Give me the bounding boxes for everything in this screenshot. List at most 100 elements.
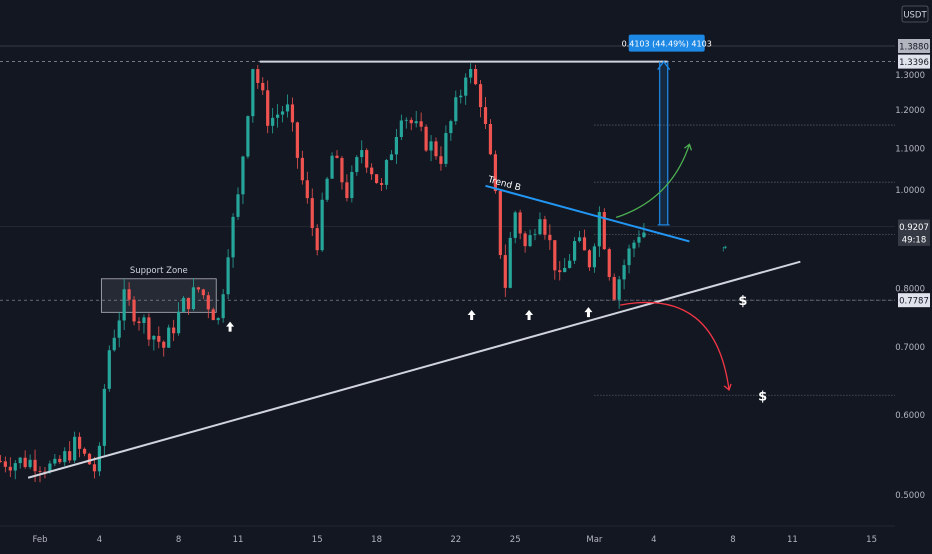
candle-body — [627, 248, 631, 266]
drawing-tools[interactable]: Trend B0.4103 (44.49%) 4103 — [27, 34, 801, 479]
candle-body — [300, 157, 304, 181]
candle-body — [602, 212, 606, 250]
candle-body — [597, 212, 601, 247]
candle-body — [483, 107, 488, 124]
candle-body — [3, 461, 7, 467]
candle-body — [523, 233, 527, 247]
candle-body — [251, 69, 255, 117]
price-tick-label: 1.0000 — [895, 186, 925, 196]
measure-label-box[interactable] — [628, 34, 705, 52]
time-tick-label: 15 — [866, 535, 877, 545]
candle-body — [157, 335, 161, 342]
candle-body — [632, 242, 636, 249]
candle-body — [261, 82, 265, 91]
candle-body — [127, 289, 131, 300]
candle-body — [414, 121, 418, 124]
candle-body — [399, 120, 403, 137]
trend-b-line[interactable] — [485, 184, 690, 243]
candle-body — [241, 156, 245, 195]
candle-body — [370, 167, 374, 175]
time-tick-label: 25 — [510, 535, 521, 545]
support-zone-label: Support Zone — [130, 266, 188, 276]
candle-body — [162, 341, 166, 348]
price-label-box[interactable] — [898, 39, 930, 53]
candle-body — [305, 180, 309, 199]
time-tick-label: 15 — [312, 535, 323, 545]
candle-body — [78, 436, 82, 449]
price-label-box[interactable] — [898, 54, 930, 69]
measure-arrowhead — [657, 60, 671, 71]
candle-body — [23, 457, 27, 468]
candle-body — [498, 191, 502, 256]
candle-body — [389, 154, 394, 161]
candle-body — [503, 255, 507, 288]
candle-body — [73, 436, 77, 461]
candle-body — [82, 448, 87, 454]
candle-body — [528, 235, 532, 247]
arrow-up-icon — [467, 309, 476, 320]
price-label-box[interactable] — [898, 219, 930, 234]
arrow-up-icon — [226, 321, 235, 332]
candle-body — [142, 317, 146, 324]
time-tick-label: 22 — [450, 535, 461, 545]
candle-body — [612, 277, 616, 300]
price-label: 0.9207 — [899, 223, 929, 233]
candle-body — [587, 250, 592, 268]
candle-body — [186, 297, 191, 310]
candle-body — [211, 309, 215, 321]
corner-icon: ↱ — [721, 244, 728, 253]
candle-body — [642, 232, 646, 238]
fib-retracement[interactable]: 00.2360.3820.50.6180.786 — [594, 42, 932, 401]
candle-body — [350, 171, 354, 199]
candle-body — [360, 150, 364, 158]
candle-body — [622, 265, 626, 280]
candle-body — [112, 337, 116, 351]
candle-body — [582, 237, 587, 251]
price-scale[interactable]: USDT 1.3000 1.2000 1.1000 1.0000 0.8000 0.7000… — [895, 0, 932, 550]
support-zone-box[interactable] — [100, 278, 217, 313]
currency-button[interactable] — [901, 5, 929, 23]
price-label-box[interactable] — [898, 293, 930, 308]
bullish-arrowhead — [684, 143, 693, 151]
measure-band[interactable] — [658, 61, 669, 225]
candle-body — [38, 471, 42, 472]
candle-body — [330, 155, 334, 179]
candle-body — [221, 294, 225, 319]
price-tick-label: 0.5000 — [895, 491, 925, 501]
bearish-arrowhead — [723, 383, 732, 391]
candle-body — [553, 240, 557, 271]
candle-body — [216, 318, 220, 321]
time-scale[interactable]: Feb 4 8 11 15 18 22 25 Mar 4 8 11 15 — [0, 525, 895, 545]
candle-body — [454, 97, 458, 122]
candle-body — [459, 95, 463, 98]
candle-body — [488, 123, 493, 155]
support-trendline[interactable] — [27, 260, 801, 479]
arrow-up-icon — [584, 307, 593, 318]
time-tick-label: Feb — [32, 535, 47, 545]
candle-body — [256, 69, 260, 83]
candle-body — [68, 451, 72, 461]
candle-body — [592, 246, 596, 268]
bearish-projection-arrow — [620, 301, 730, 390]
price-tick-label: 0.6000 — [895, 411, 925, 421]
candle-body — [92, 464, 97, 472]
candle-body — [102, 388, 106, 446]
candle-body — [13, 463, 17, 471]
price-tick-label: 1.3000 — [895, 71, 925, 81]
candle-body — [345, 182, 349, 199]
candle-body — [617, 279, 621, 300]
candle-body — [325, 178, 329, 200]
candle-body — [538, 219, 542, 235]
candle-body — [474, 69, 478, 85]
dollar-sign-icon: $ — [738, 294, 747, 309]
candle-body — [444, 133, 448, 164]
candle-body — [276, 114, 280, 118]
candle-body — [637, 237, 641, 243]
price-label-box[interactable] — [898, 231, 930, 246]
support-zone[interactable]: Support Zone — [100, 266, 217, 313]
candle-body — [310, 198, 314, 229]
candle-body — [335, 155, 339, 158]
candle-body — [478, 84, 483, 108]
